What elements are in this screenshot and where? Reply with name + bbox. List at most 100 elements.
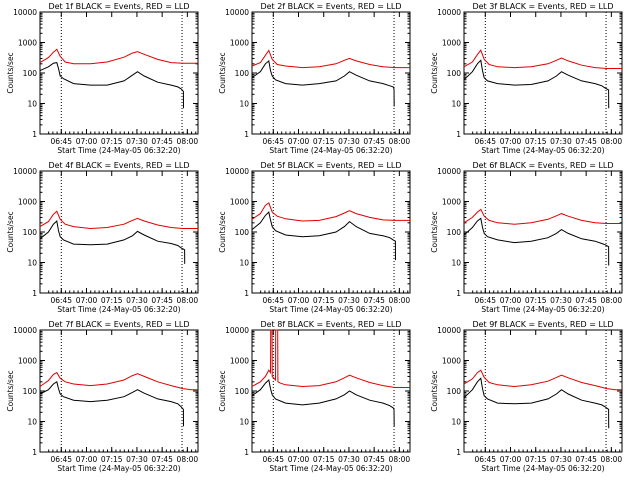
y-tick-label: 100 — [23, 387, 38, 396]
panel-det-2: Det 2f BLACK = Events, RED = LLD 1 10 100 10… — [218, 2, 411, 155]
series-line-lld — [39, 210, 198, 230]
x-tick-label: 08:00 — [601, 296, 623, 305]
x-tick-label: 08:00 — [601, 137, 623, 146]
y-tick-label: 100 — [23, 69, 38, 78]
panel-det-7: Det 7f BLACK = Events, RED = LLD 1 10 100 10… — [6, 320, 199, 473]
x-tick-label: 07:15 — [313, 137, 335, 146]
x-tick-label: 07:00 — [76, 137, 98, 146]
x-tick-label: 07:30 — [338, 455, 360, 464]
y-tick-label: 10 — [239, 100, 249, 109]
series-line-events — [251, 59, 395, 107]
series-line-lld — [39, 371, 198, 391]
x-tick-label: 08:00 — [389, 455, 411, 464]
panel-title: Det 8f BLACK = Events, RED = LLD — [260, 320, 401, 329]
y-tick-label: 1 — [456, 130, 461, 139]
y-tick-label: 10 — [239, 259, 249, 268]
y-axis-label: Counts/sec — [6, 211, 15, 252]
x-tick-label: 07:15 — [525, 137, 547, 146]
y-tick-label: 1000 — [442, 39, 461, 48]
y-tick-label: 1000 — [230, 39, 249, 48]
plot-frame — [463, 11, 623, 135]
panel-det-3: Det 3f BLACK = Events, RED = LLD 1 10 100 10… — [430, 2, 623, 155]
series-line-events — [251, 211, 396, 261]
x-axis-label: Start Time (24-May-05 06:32:20) — [481, 305, 604, 314]
x-axis-label: Start Time (24-May-05 06:32:20) — [269, 305, 392, 314]
x-tick-label: 08:00 — [177, 137, 199, 146]
y-tick-label: 1 — [456, 448, 461, 457]
x-tick-label: 07:15 — [313, 296, 335, 305]
x-tick-label: 07:00 — [288, 296, 310, 305]
y-tick-label: 1 — [244, 289, 249, 298]
series-line-lld — [463, 369, 622, 391]
x-tick-label: 07:45 — [575, 137, 597, 146]
panel-det-5: Det 5f BLACK = Events, RED = LLD 1 10 100 10… — [218, 161, 411, 314]
x-tick-label: 08:00 — [389, 296, 411, 305]
x-tick-label: 07:00 — [500, 137, 522, 146]
x-axis-label: Start Time (24-May-05 06:32:20) — [269, 464, 392, 473]
y-tick-label: 10000 — [437, 326, 461, 335]
y-tick-label: 1000 — [230, 198, 249, 207]
y-tick-label: 100 — [447, 387, 462, 396]
x-tick-label: 07:45 — [363, 455, 385, 464]
x-tick-label: 06:45 — [262, 137, 284, 146]
y-tick-label: 1000 — [18, 198, 37, 207]
x-axis-label: Start Time (24-May-05 06:32:20) — [481, 464, 604, 473]
x-tick-label: 07:45 — [151, 455, 173, 464]
plot-frame — [39, 170, 199, 294]
x-tick-label: 07:15 — [101, 137, 123, 146]
y-tick-label: 1000 — [442, 357, 461, 366]
x-tick-label: 07:15 — [525, 455, 547, 464]
x-tick-label: 07:00 — [76, 296, 98, 305]
panel-title: Det 6f BLACK = Events, RED = LLD — [472, 161, 613, 170]
x-tick-label: 07:00 — [500, 296, 522, 305]
panel-title: Det 7f BLACK = Events, RED = LLD — [48, 320, 189, 329]
y-tick-label: 1 — [244, 130, 249, 139]
x-tick-label: 07:15 — [525, 296, 547, 305]
y-tick-label: 10 — [451, 418, 461, 427]
panel-title: Det 4f BLACK = Events, RED = LLD — [48, 161, 189, 170]
x-tick-label: 06:45 — [50, 296, 72, 305]
y-axis-label: Counts/sec — [430, 370, 439, 411]
series-line-events — [251, 379, 395, 427]
x-tick-label: 07:30 — [338, 137, 360, 146]
x-tick-label: 06:45 — [474, 137, 496, 146]
x-tick-label: 07:30 — [550, 296, 572, 305]
y-tick-label: 10 — [27, 259, 37, 268]
plot-frame — [463, 170, 623, 294]
series-line-lld — [463, 208, 622, 225]
y-tick-label: 10000 — [225, 8, 249, 17]
y-axis-label: Counts/sec — [430, 52, 439, 93]
x-tick-label: 06:45 — [50, 455, 72, 464]
y-tick-label: 10 — [451, 100, 461, 109]
x-tick-label: 07:00 — [500, 455, 522, 464]
y-tick-label: 1000 — [18, 39, 37, 48]
series-line-lld — [463, 49, 622, 69]
x-tick-label: 07:45 — [151, 296, 173, 305]
y-tick-label: 10 — [239, 418, 249, 427]
series-line-lld — [251, 49, 410, 69]
y-tick-label: 10000 — [437, 167, 461, 176]
x-tick-label: 06:45 — [262, 455, 284, 464]
x-tick-label: 06:45 — [262, 296, 284, 305]
y-tick-label: 10000 — [13, 326, 37, 335]
x-tick-label: 08:00 — [601, 455, 623, 464]
x-tick-label: 07:00 — [288, 137, 310, 146]
panel-title: Det 2f BLACK = Events, RED = LLD — [260, 2, 401, 11]
x-tick-label: 08:00 — [389, 137, 411, 146]
series-line-lld — [251, 202, 410, 222]
x-tick-label: 07:30 — [338, 296, 360, 305]
y-tick-label: 100 — [235, 228, 250, 237]
y-tick-label: 1000 — [442, 198, 461, 207]
y-tick-label: 100 — [235, 69, 250, 78]
series-line-events — [463, 59, 610, 109]
y-axis-label: Counts/sec — [6, 52, 15, 93]
plot-frame — [39, 329, 199, 453]
x-tick-label: 07:15 — [101, 296, 123, 305]
x-axis-label: Start Time (24-May-05 06:32:20) — [269, 146, 392, 155]
y-tick-label: 100 — [235, 387, 250, 396]
x-tick-label: 08:00 — [177, 296, 199, 305]
y-tick-label: 10 — [27, 100, 37, 109]
y-tick-label: 1 — [32, 130, 37, 139]
y-tick-label: 10000 — [437, 8, 461, 17]
